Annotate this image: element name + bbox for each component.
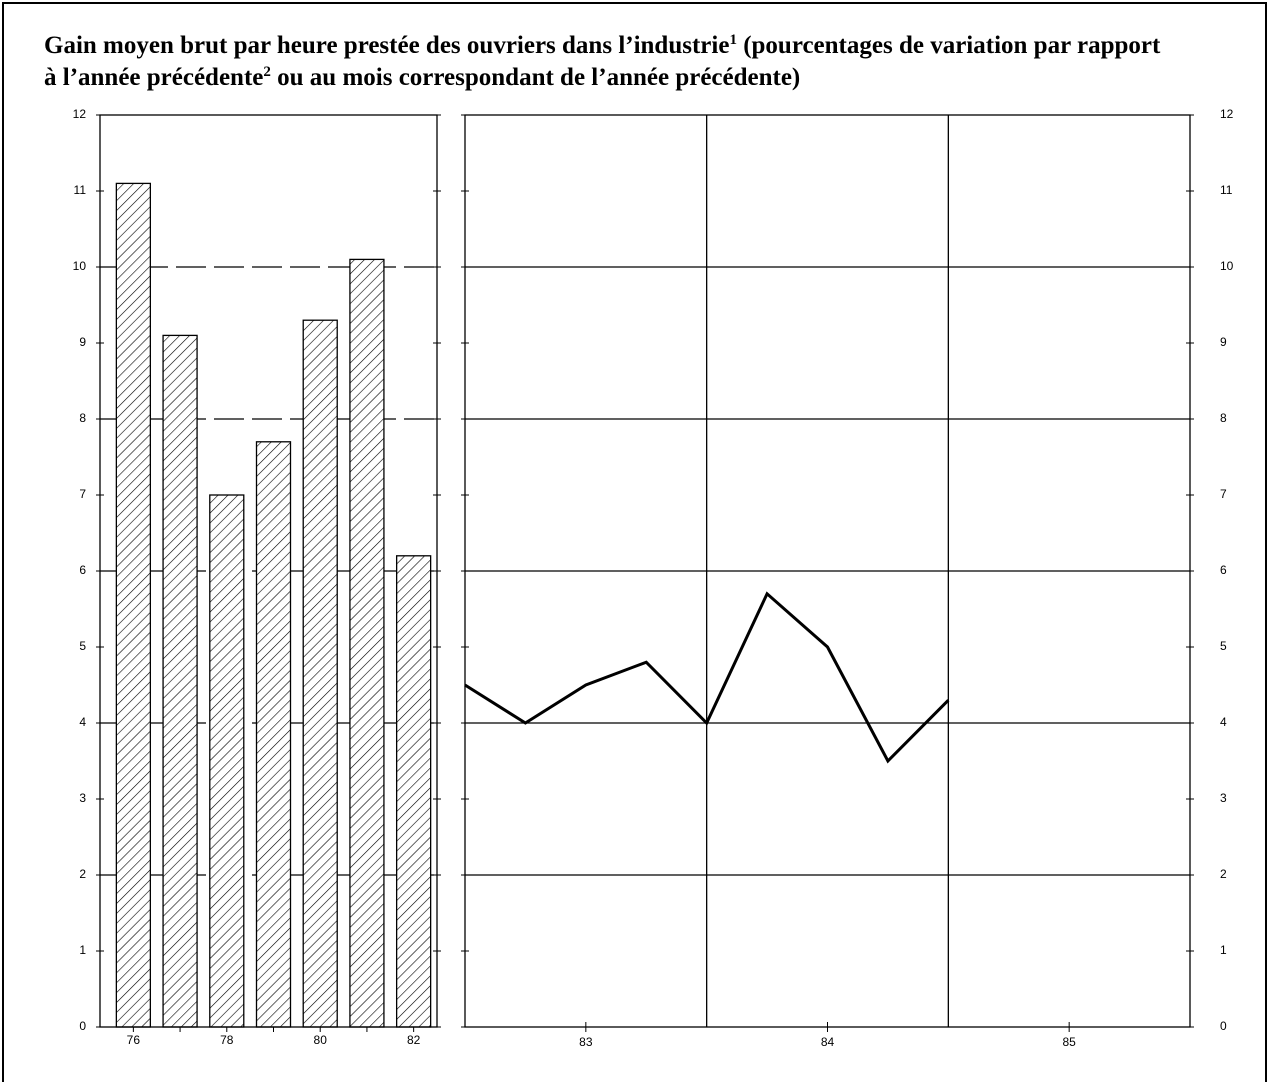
title-text: Gain moyen brut par heure prestée des ou… bbox=[44, 32, 730, 59]
y-tick-label: 6 bbox=[1220, 563, 1227, 577]
title-text: à l’année précédente bbox=[44, 64, 264, 91]
bar bbox=[255, 441, 292, 1028]
bar bbox=[115, 182, 152, 1028]
chart-title: Gain moyen brut par heure prestée des ou… bbox=[44, 30, 1259, 94]
plot-border bbox=[99, 114, 438, 1028]
y-tick-label: 0 bbox=[79, 1019, 86, 1033]
bar bbox=[162, 334, 198, 1028]
x-tick-label: 80 bbox=[314, 1033, 328, 1047]
bar bbox=[209, 494, 245, 1028]
bar bbox=[395, 555, 432, 1028]
title-text: ou au mois correspondant de l’année préc… bbox=[277, 64, 801, 91]
data-line bbox=[464, 591, 950, 764]
y-tick-label: 7 bbox=[1220, 487, 1227, 501]
x-tick-label: 82 bbox=[407, 1033, 421, 1047]
y-tick-label: 10 bbox=[73, 259, 87, 273]
y-tick-label: 5 bbox=[1220, 639, 1227, 653]
y-tick-label: 11 bbox=[1220, 183, 1233, 197]
plot-border bbox=[464, 114, 1191, 1028]
y-tick-label: 8 bbox=[79, 411, 86, 425]
y-tick-label: 6 bbox=[79, 563, 86, 577]
y-tick-label: 12 bbox=[73, 107, 87, 121]
y-tick-label: 7 bbox=[79, 487, 86, 501]
x-tick-label: 83 bbox=[579, 1035, 593, 1049]
y-tick-label: 4 bbox=[1220, 715, 1227, 729]
y-tick-label: 3 bbox=[79, 791, 86, 805]
bar bbox=[302, 319, 338, 1028]
x-tick-label: 76 bbox=[127, 1033, 141, 1047]
y-tick-label: 5 bbox=[79, 639, 86, 653]
y-tick-label: 9 bbox=[79, 335, 86, 349]
y-tick-label: 4 bbox=[79, 715, 86, 729]
y-tick-label: 8 bbox=[1220, 411, 1227, 425]
y-tick-label: 3 bbox=[1220, 791, 1227, 805]
x-tick-label: 84 bbox=[821, 1035, 835, 1049]
y-tick-label: 1 bbox=[1220, 943, 1227, 957]
y-tick-label: 12 bbox=[1220, 107, 1234, 121]
x-tick-label: 78 bbox=[220, 1033, 234, 1047]
title-text: (pourcentages de variation par rapport bbox=[743, 32, 1161, 59]
y-tick-label: 1 bbox=[79, 943, 86, 957]
y-tick-label: 9 bbox=[1220, 335, 1227, 349]
title-line: à l’année précédente2 ou au mois corresp… bbox=[44, 62, 1259, 94]
footnote-mark: 2 bbox=[263, 64, 271, 80]
x-tick-label: 85 bbox=[1062, 1035, 1076, 1049]
bar bbox=[349, 258, 385, 1028]
y-tick-label: 0 bbox=[1220, 1019, 1227, 1033]
y-tick-label: 2 bbox=[79, 867, 86, 881]
title-line: Gain moyen brut par heure prestée des ou… bbox=[44, 30, 1259, 62]
footnote-mark: 1 bbox=[729, 32, 737, 48]
y-tick-label: 10 bbox=[1220, 259, 1234, 273]
y-tick-label: 11 bbox=[74, 183, 87, 197]
y-tick-label: 2 bbox=[1220, 867, 1227, 881]
